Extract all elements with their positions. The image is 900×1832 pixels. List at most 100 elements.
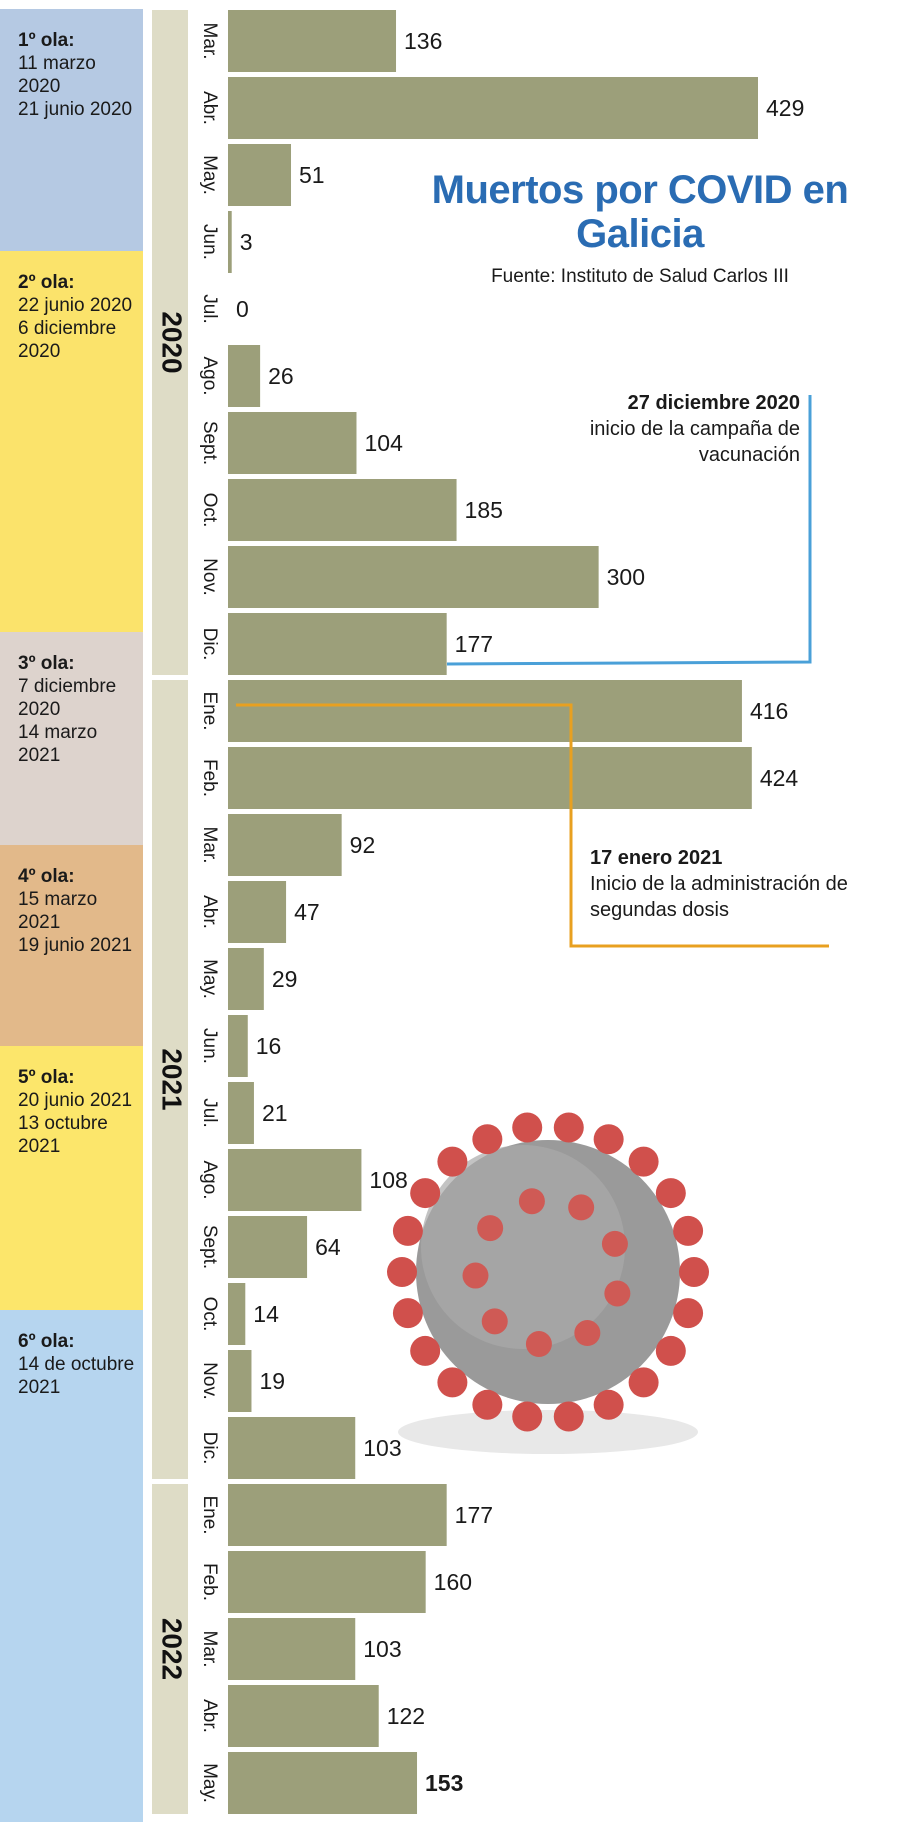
wave-title: 3º ola:: [18, 653, 75, 674]
virus-spike: [593, 1124, 624, 1155]
virus-spike: [673, 1298, 704, 1329]
bar: [228, 613, 447, 675]
virus-spike: [512, 1112, 543, 1143]
value-label: 416: [750, 698, 788, 724]
virus-spike: [593, 1389, 624, 1420]
virus-spike: [437, 1367, 468, 1398]
wave-title: 4º ola:: [18, 866, 75, 887]
wave-start: 20 junio 2021: [18, 1090, 133, 1111]
bar: [228, 1551, 426, 1613]
chart-title: Muertos por COVID en Galicia: [431, 168, 849, 256]
year-band: [152, 680, 188, 1479]
bar: [228, 1015, 248, 1077]
bar: [228, 412, 357, 474]
value-label: 108: [369, 1167, 407, 1193]
value-label: 177: [455, 631, 493, 657]
bar: [228, 1417, 356, 1479]
wave-end: 14 marzo 2021: [18, 722, 98, 766]
value-label: 103: [363, 1636, 401, 1662]
virus-spike: [410, 1335, 441, 1366]
value-label: 64: [315, 1234, 341, 1260]
category-label: Nov.: [199, 558, 220, 596]
bar: [228, 211, 232, 273]
value-label: 136: [404, 28, 442, 54]
wave-start: 11 marzo 2020: [18, 53, 96, 97]
category-label: Oct.: [199, 493, 220, 528]
category-label: Sept.: [199, 421, 220, 465]
value-label: 3: [240, 229, 253, 255]
category-label: Nov.: [199, 1362, 220, 1400]
virus-spike: [679, 1257, 709, 1287]
virus-spike: [673, 1215, 704, 1246]
wave-title: 1º ola:: [18, 30, 75, 51]
category-label: Mar.: [199, 23, 220, 60]
virus-spike: [518, 1188, 545, 1215]
virus-spike: [472, 1124, 503, 1155]
category-label: Abr.: [199, 1699, 220, 1733]
bar: [228, 10, 397, 72]
value-label: 104: [364, 430, 403, 456]
value-label: 429: [766, 95, 804, 121]
bar: [228, 1685, 379, 1747]
virus-spike: [481, 1308, 508, 1335]
bar: [228, 747, 752, 809]
category-label: Jun.: [199, 224, 220, 260]
category-label: Oct.: [199, 1297, 220, 1332]
category-label: Ago.: [199, 356, 220, 395]
annotation-date: 27 diciembre 2020: [627, 392, 800, 414]
virus-spike: [568, 1194, 595, 1221]
category-label: Feb.: [199, 759, 220, 797]
value-label: 92: [350, 832, 376, 858]
virus-spike: [387, 1257, 417, 1287]
bar: [228, 345, 261, 407]
bar: [228, 881, 287, 943]
wave-end: 13 octubre 2021: [18, 1113, 108, 1157]
category-label: May.: [199, 1763, 220, 1803]
bar: [228, 1752, 418, 1814]
category-label: Feb.: [199, 1563, 220, 1601]
category-label: Abr.: [199, 895, 220, 929]
category-label: Ago.: [199, 1160, 220, 1199]
wave-start: 14 de octubre 2021: [18, 1354, 135, 1398]
value-label: 26: [268, 363, 294, 389]
wave-start: 7 diciembre 2020: [18, 676, 117, 720]
virus-spike: [553, 1112, 584, 1143]
virus-spike: [437, 1146, 468, 1177]
virus-spike: [604, 1280, 631, 1307]
virus-spike: [655, 1178, 686, 1209]
value-label: 14: [253, 1301, 279, 1327]
annotation: 17 enero 2021 Inicio de la administració…: [590, 845, 880, 923]
category-label: Dic.: [199, 1432, 220, 1465]
bar: [228, 1484, 447, 1546]
bar: [228, 546, 599, 608]
virus-shadow: [398, 1410, 698, 1454]
virus-spike: [392, 1298, 423, 1329]
value-label: 47: [294, 899, 320, 925]
value-label: 21: [262, 1100, 288, 1126]
value-label: 160: [434, 1569, 472, 1595]
bar: [228, 1082, 254, 1144]
wave-band: 1º ola: 11 marzo 2020 21 junio 2020: [0, 9, 143, 251]
category-label: Mar.: [199, 827, 220, 864]
value-label: 0: [236, 296, 249, 322]
category-label: Mar.: [199, 1631, 220, 1668]
wave-title: 5º ola:: [18, 1067, 75, 1088]
bar: [228, 680, 742, 742]
value-label: 185: [465, 497, 503, 523]
bar: [228, 1283, 246, 1345]
category-label: May.: [199, 155, 220, 195]
wave-end: 19 junio 2021: [18, 935, 133, 956]
category-label: Jul.: [199, 1098, 220, 1128]
annotation-date: 17 enero 2021: [590, 847, 723, 869]
category-label: May.: [199, 959, 220, 999]
wave-band: 4º ola: 15 marzo 2021 19 junio 2021: [0, 845, 143, 1046]
value-label: 103: [363, 1435, 401, 1461]
category-label: Ene.: [199, 691, 220, 730]
value-label: 300: [607, 564, 645, 590]
wave-end: 6 diciembre 2020: [18, 318, 117, 362]
wave-start: 15 marzo 2021: [18, 889, 98, 933]
category-label: Dic.: [199, 628, 220, 661]
annotation-line: [446, 395, 812, 666]
